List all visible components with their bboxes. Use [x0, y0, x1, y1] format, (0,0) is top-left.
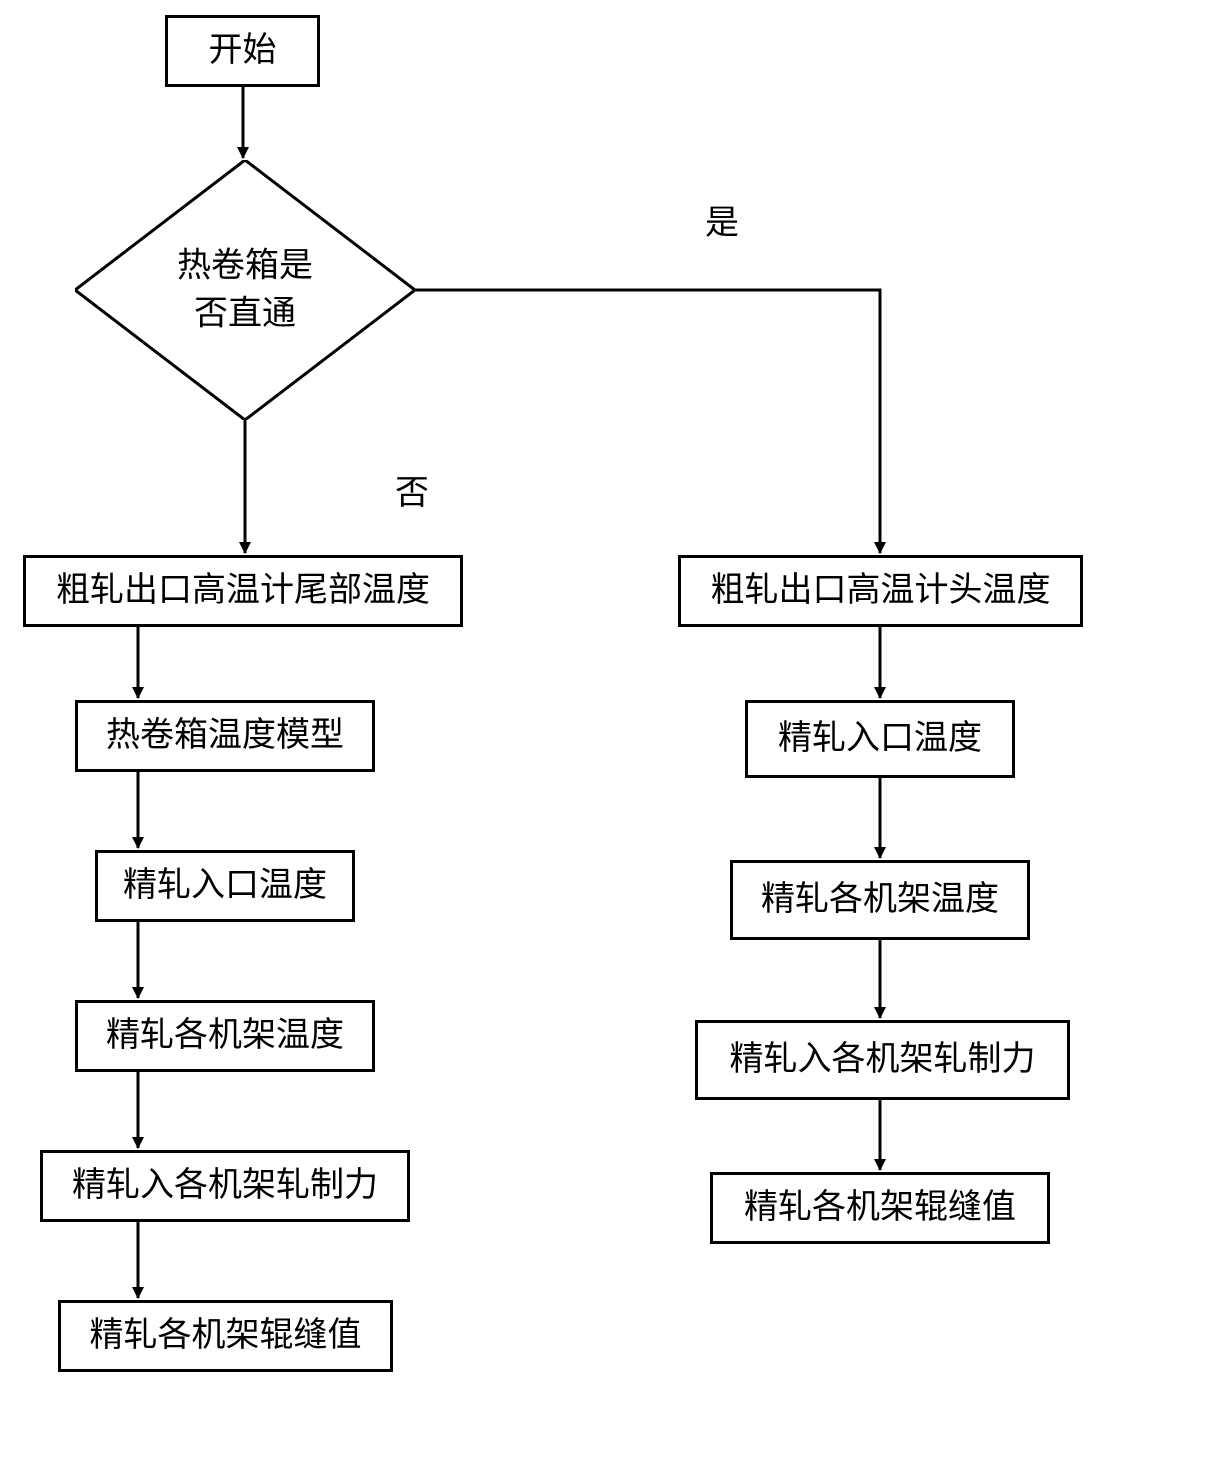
left3-node: 精轧入口温度: [95, 850, 355, 922]
right2-node: 精轧入口温度: [745, 700, 1015, 778]
left5-node: 精轧入各机架轧制力: [40, 1150, 410, 1222]
left2-node: 热卷箱温度模型: [75, 700, 375, 772]
left1-node: 粗轧出口高温计尾部温度: [23, 555, 463, 627]
start-text: 开始: [209, 31, 277, 72]
right4-node: 精轧入各机架轧制力: [695, 1020, 1070, 1100]
yes-label: 是: [705, 195, 739, 244]
right5-node: 精轧各机架辊缝值: [710, 1172, 1050, 1244]
decision-text: 热卷箱是否直通: [177, 242, 313, 337]
left6-node: 精轧各机架辊缝值: [58, 1300, 393, 1372]
left4-node: 精轧各机架温度: [75, 1000, 375, 1072]
no-label: 否: [395, 465, 429, 514]
decision-node: 热卷箱是否直通: [75, 160, 415, 420]
right1-node: 粗轧出口高温计头温度: [678, 555, 1083, 627]
right3-node: 精轧各机架温度: [730, 860, 1030, 940]
start-node: 开始: [165, 15, 320, 87]
